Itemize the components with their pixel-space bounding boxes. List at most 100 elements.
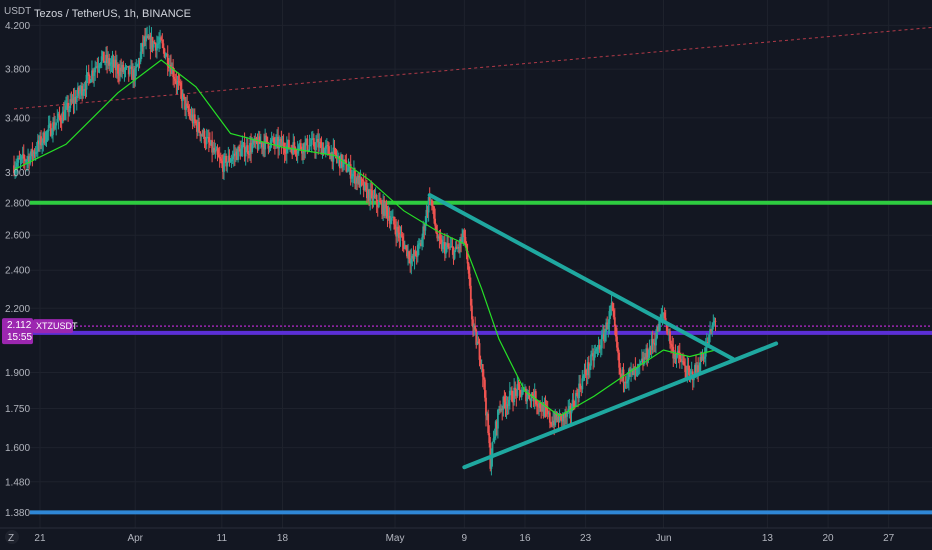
candle [435,223,438,234]
candle [582,374,585,382]
candle [62,102,65,122]
candle [606,316,609,330]
y-axis[interactable]: 1.380 1.480 1.600 1.750 1.900 2.200 2.400 2.600… [5,21,30,519]
candle-body [484,379,486,398]
candle [547,410,550,418]
candle-body [249,143,251,154]
candle-body [494,421,497,437]
candle [329,152,332,160]
triangle-upper-line[interactable] [427,193,735,361]
candle [107,51,110,70]
candle [316,133,319,143]
triangle-pattern[interactable] [427,193,779,470]
candle-body [602,333,604,335]
price-tag[interactable]: 2.112 15:55 [2,318,33,345]
candle [231,150,234,165]
candle [556,411,559,423]
candle-body [539,402,542,409]
candle [219,152,222,164]
candle [509,387,512,396]
candle [132,63,134,88]
candle-body [466,250,469,264]
candle-body [18,158,21,160]
candle [115,54,118,79]
candle-body [527,392,530,397]
candle-body [412,255,415,259]
candle-body [211,140,214,153]
candle [559,413,562,421]
candle-body [547,412,550,415]
candle-body [393,216,395,225]
candle [455,240,458,249]
candle-body [75,95,78,103]
candle-body [452,247,455,259]
candle-body [676,350,679,356]
candle-body [488,433,491,444]
candle-body [455,246,458,249]
candle [450,237,453,248]
trend-lines[interactable] [13,26,932,110]
candle [616,327,618,352]
candle [86,72,89,84]
candle-body [648,347,651,358]
candle [82,83,85,99]
candle-body [519,389,522,397]
candle [610,293,613,316]
candle-body [471,305,473,320]
symbol-tag[interactable]: XTZUSDT [33,319,78,334]
candle-body [603,333,605,342]
horizontal-levels[interactable] [30,200,932,515]
candle [543,397,546,418]
x-axis[interactable]: 21 Apr 11 18 May 9 16 23 Jun 13 20 27 [0,527,932,544]
candle-body [596,346,599,350]
candle [263,133,265,158]
candle-body [422,226,425,238]
candle [434,208,437,231]
candle [714,317,717,332]
candle-body [17,158,20,163]
candle-body [493,436,496,439]
candle-body [620,374,623,377]
timezone-button[interactable]: Z [5,530,19,544]
candle [412,245,415,262]
candle-body [25,161,27,163]
candle-body [668,331,670,333]
candle [502,395,505,417]
candle-body [436,232,439,239]
candle [684,358,687,381]
candle [433,205,435,224]
candle-body [446,243,448,246]
candle [612,303,615,320]
candle [315,135,317,159]
candle-body [660,315,663,321]
candle-body [139,51,142,62]
candle [282,134,285,155]
candle-body [535,404,538,406]
candle [133,65,136,89]
candle [442,236,445,253]
candle [602,324,604,340]
candle [170,54,172,77]
candle [291,144,294,160]
candle [106,45,108,74]
candle [443,233,446,261]
candle-body [134,68,137,81]
candle-body [678,353,681,360]
candle-body [78,87,80,94]
candle [157,36,159,49]
candle-body [513,387,516,403]
candle-body [708,334,710,345]
candle [228,149,231,167]
candle-body [420,243,422,247]
triangle-lower-line[interactable] [462,341,779,470]
dashed-upper-trendline[interactable] [13,26,932,110]
candle-body [394,224,396,230]
candle-body [298,143,301,146]
candle-body [145,36,147,42]
candle-body [629,369,631,372]
candle [487,409,490,436]
candle [342,154,344,172]
candle [58,106,61,121]
candle-body [244,152,247,157]
